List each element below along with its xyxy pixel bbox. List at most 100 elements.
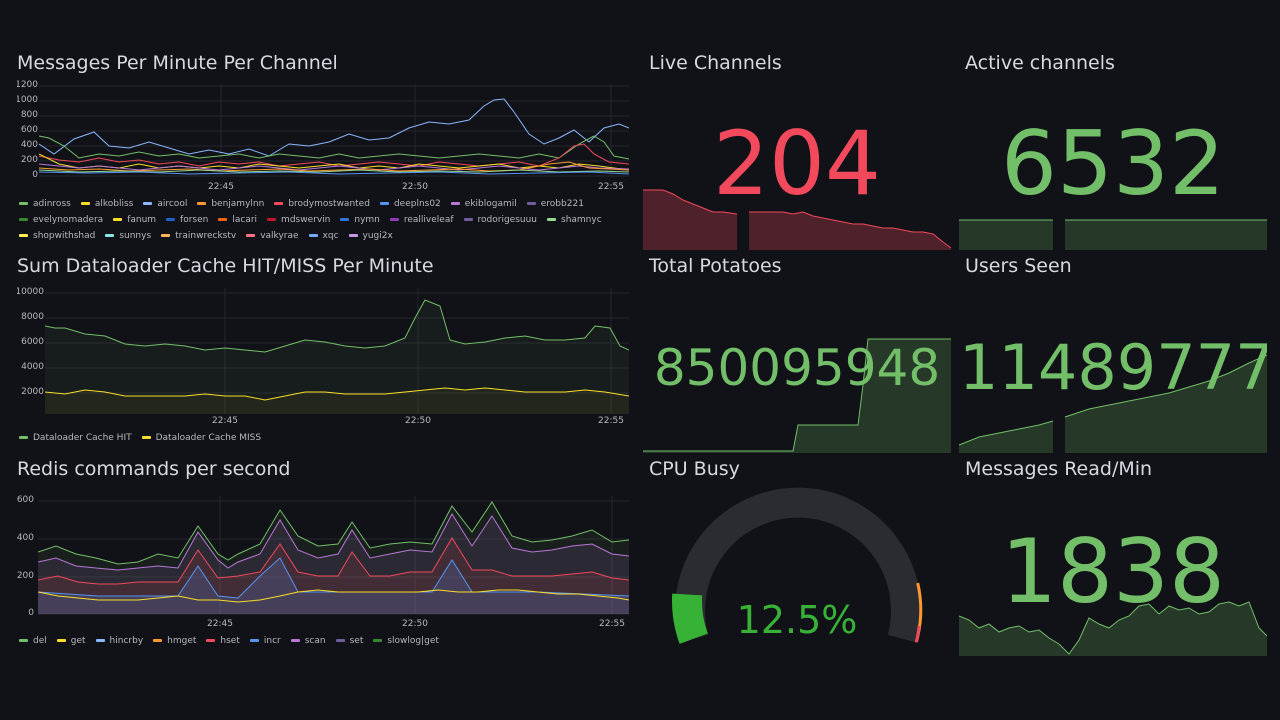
legend-label: slowlog|get [387, 636, 439, 646]
y-tick: 8000 [21, 312, 44, 322]
series-line [45, 387, 629, 401]
legend-swatch [547, 218, 556, 221]
legend-swatch [335, 639, 345, 642]
legend-item[interactable]: adinross [19, 196, 71, 212]
legend-item[interactable]: brodymostwanted [274, 196, 370, 212]
legend-item[interactable]: alkobliss [80, 196, 133, 212]
series-line [39, 153, 629, 171]
legend-swatch [463, 218, 473, 221]
legend-label: shopwithshad [33, 231, 96, 241]
legend-label: realliveleaf [403, 215, 454, 225]
y-tick: 0 [32, 170, 38, 180]
messages-per-minute-panel: Messages Per Minute Per Channel 1200 100… [17, 52, 629, 247]
legend-label: ekiblogamil [464, 199, 517, 209]
dataloader-cache-panel: Sum Dataloader Cache HIT/MISS Per Minute… [17, 255, 629, 450]
legend-swatch [379, 202, 389, 205]
redis-chart[interactable] [38, 496, 629, 618]
legend-swatch [166, 218, 176, 221]
legend-swatch [450, 202, 460, 205]
legend-item[interactable]: evelynomadera [19, 212, 103, 228]
legend-label: hincrby [109, 636, 144, 646]
legend-item[interactable]: scan [290, 633, 326, 649]
legend-label: adinross [33, 199, 71, 209]
panel-title: Messages Per Minute Per Channel [17, 52, 338, 74]
x-tick: 22:50 [402, 182, 428, 192]
chart-legend: del get hincrby hmget hset incr scan set slowlog… [19, 633, 619, 649]
legend-item[interactable]: valkyrae [246, 228, 299, 244]
stack-area [38, 502, 629, 614]
x-tick: 22:50 [405, 416, 431, 426]
legend-item[interactable]: Dataloader Cache HIT [19, 430, 132, 446]
users-seen-panel: Users Seen 11489777 [959, 255, 1267, 453]
legend-label: trainwreckstv [175, 231, 237, 241]
legend-item[interactable]: del [19, 633, 47, 649]
legend-item[interactable]: sunnys [105, 228, 151, 244]
legend-label: xqc [322, 231, 339, 241]
legend-item[interactable]: rodorigesuuu [463, 212, 537, 228]
legend-item[interactable]: mdswervin [267, 212, 330, 228]
legend-label: hmget [167, 636, 197, 646]
x-tick: 22:55 [599, 619, 625, 629]
legend-item[interactable]: incr [249, 633, 281, 649]
series-line [39, 143, 629, 167]
live-channels-panel: Live Channels 204 [643, 52, 951, 250]
cpu-busy-panel: CPU Busy 12.5% [643, 458, 951, 656]
legend-label: nymn [354, 215, 380, 225]
legend-item[interactable]: deeplns02 [379, 196, 441, 212]
legend-label: evelynomadera [33, 215, 104, 225]
legend-label: shamnyc [561, 215, 602, 225]
y-tick: 1200 [17, 80, 38, 90]
legend-swatch [526, 202, 536, 205]
sparkline [643, 338, 951, 453]
legend-item[interactable]: get [56, 633, 86, 649]
legend-item[interactable]: forsen [166, 212, 208, 228]
legend-label: incr [263, 636, 281, 646]
legend-label: erobb221 [540, 199, 584, 209]
legend-item[interactable]: benjamylnn [197, 196, 264, 212]
stack-area [38, 558, 629, 614]
legend-item[interactable]: lacari [218, 212, 257, 228]
legend-item[interactable]: yugi2x [348, 228, 393, 244]
miss-area [45, 388, 629, 414]
series-line [38, 501, 629, 565]
dataloader-chart[interactable] [45, 288, 629, 414]
legend-item[interactable]: set [335, 633, 364, 649]
y-tick: 0 [28, 608, 34, 618]
legend-item[interactable]: hset [206, 633, 240, 649]
legend-label: set [349, 636, 364, 646]
legend-item[interactable]: Dataloader Cache MISS [141, 430, 262, 446]
stack-area [38, 514, 629, 614]
gauge [671, 487, 923, 644]
x-tick: 22:45 [208, 182, 234, 192]
legend-item[interactable]: slowlog|get [373, 633, 439, 649]
legend-label: Dataloader Cache MISS [155, 433, 262, 443]
legend-item[interactable]: aircool [143, 196, 187, 212]
legend-swatch [373, 639, 383, 642]
legend-item[interactable]: shopwithshad [19, 228, 95, 244]
x-tick: 22:50 [402, 619, 428, 629]
legend-item[interactable]: hmget [153, 633, 196, 649]
y-tick: 2000 [21, 387, 44, 397]
y-tick: 600 [17, 495, 34, 505]
sparkline [643, 189, 951, 250]
y-tick: 200 [20, 155, 38, 165]
legend-item[interactable]: erobb221 [526, 196, 584, 212]
legend-item[interactable]: trainwreckstv [161, 228, 236, 244]
legend-swatch [290, 639, 300, 642]
legend-item[interactable]: nymn [340, 212, 380, 228]
legend-item[interactable]: hincrby [95, 633, 144, 649]
legend-swatch [340, 218, 350, 221]
y-tick: 400 [20, 140, 38, 150]
sparkline [959, 219, 1267, 250]
legend-item[interactable]: xqc [308, 228, 339, 244]
legend-item[interactable]: realliveleaf [389, 212, 454, 228]
legend-label: valkyrae [260, 231, 299, 241]
messages-chart[interactable] [39, 84, 629, 180]
legend-item[interactable]: ekiblogamil [450, 196, 517, 212]
panel-title: Messages Read/Min [965, 458, 1153, 480]
legend-swatch [19, 218, 28, 221]
x-tick: 22:45 [207, 619, 233, 629]
legend-item[interactable]: fanum [113, 212, 156, 228]
panel-title: CPU Busy [649, 458, 740, 480]
legend-item[interactable]: shamnyc [547, 212, 602, 228]
